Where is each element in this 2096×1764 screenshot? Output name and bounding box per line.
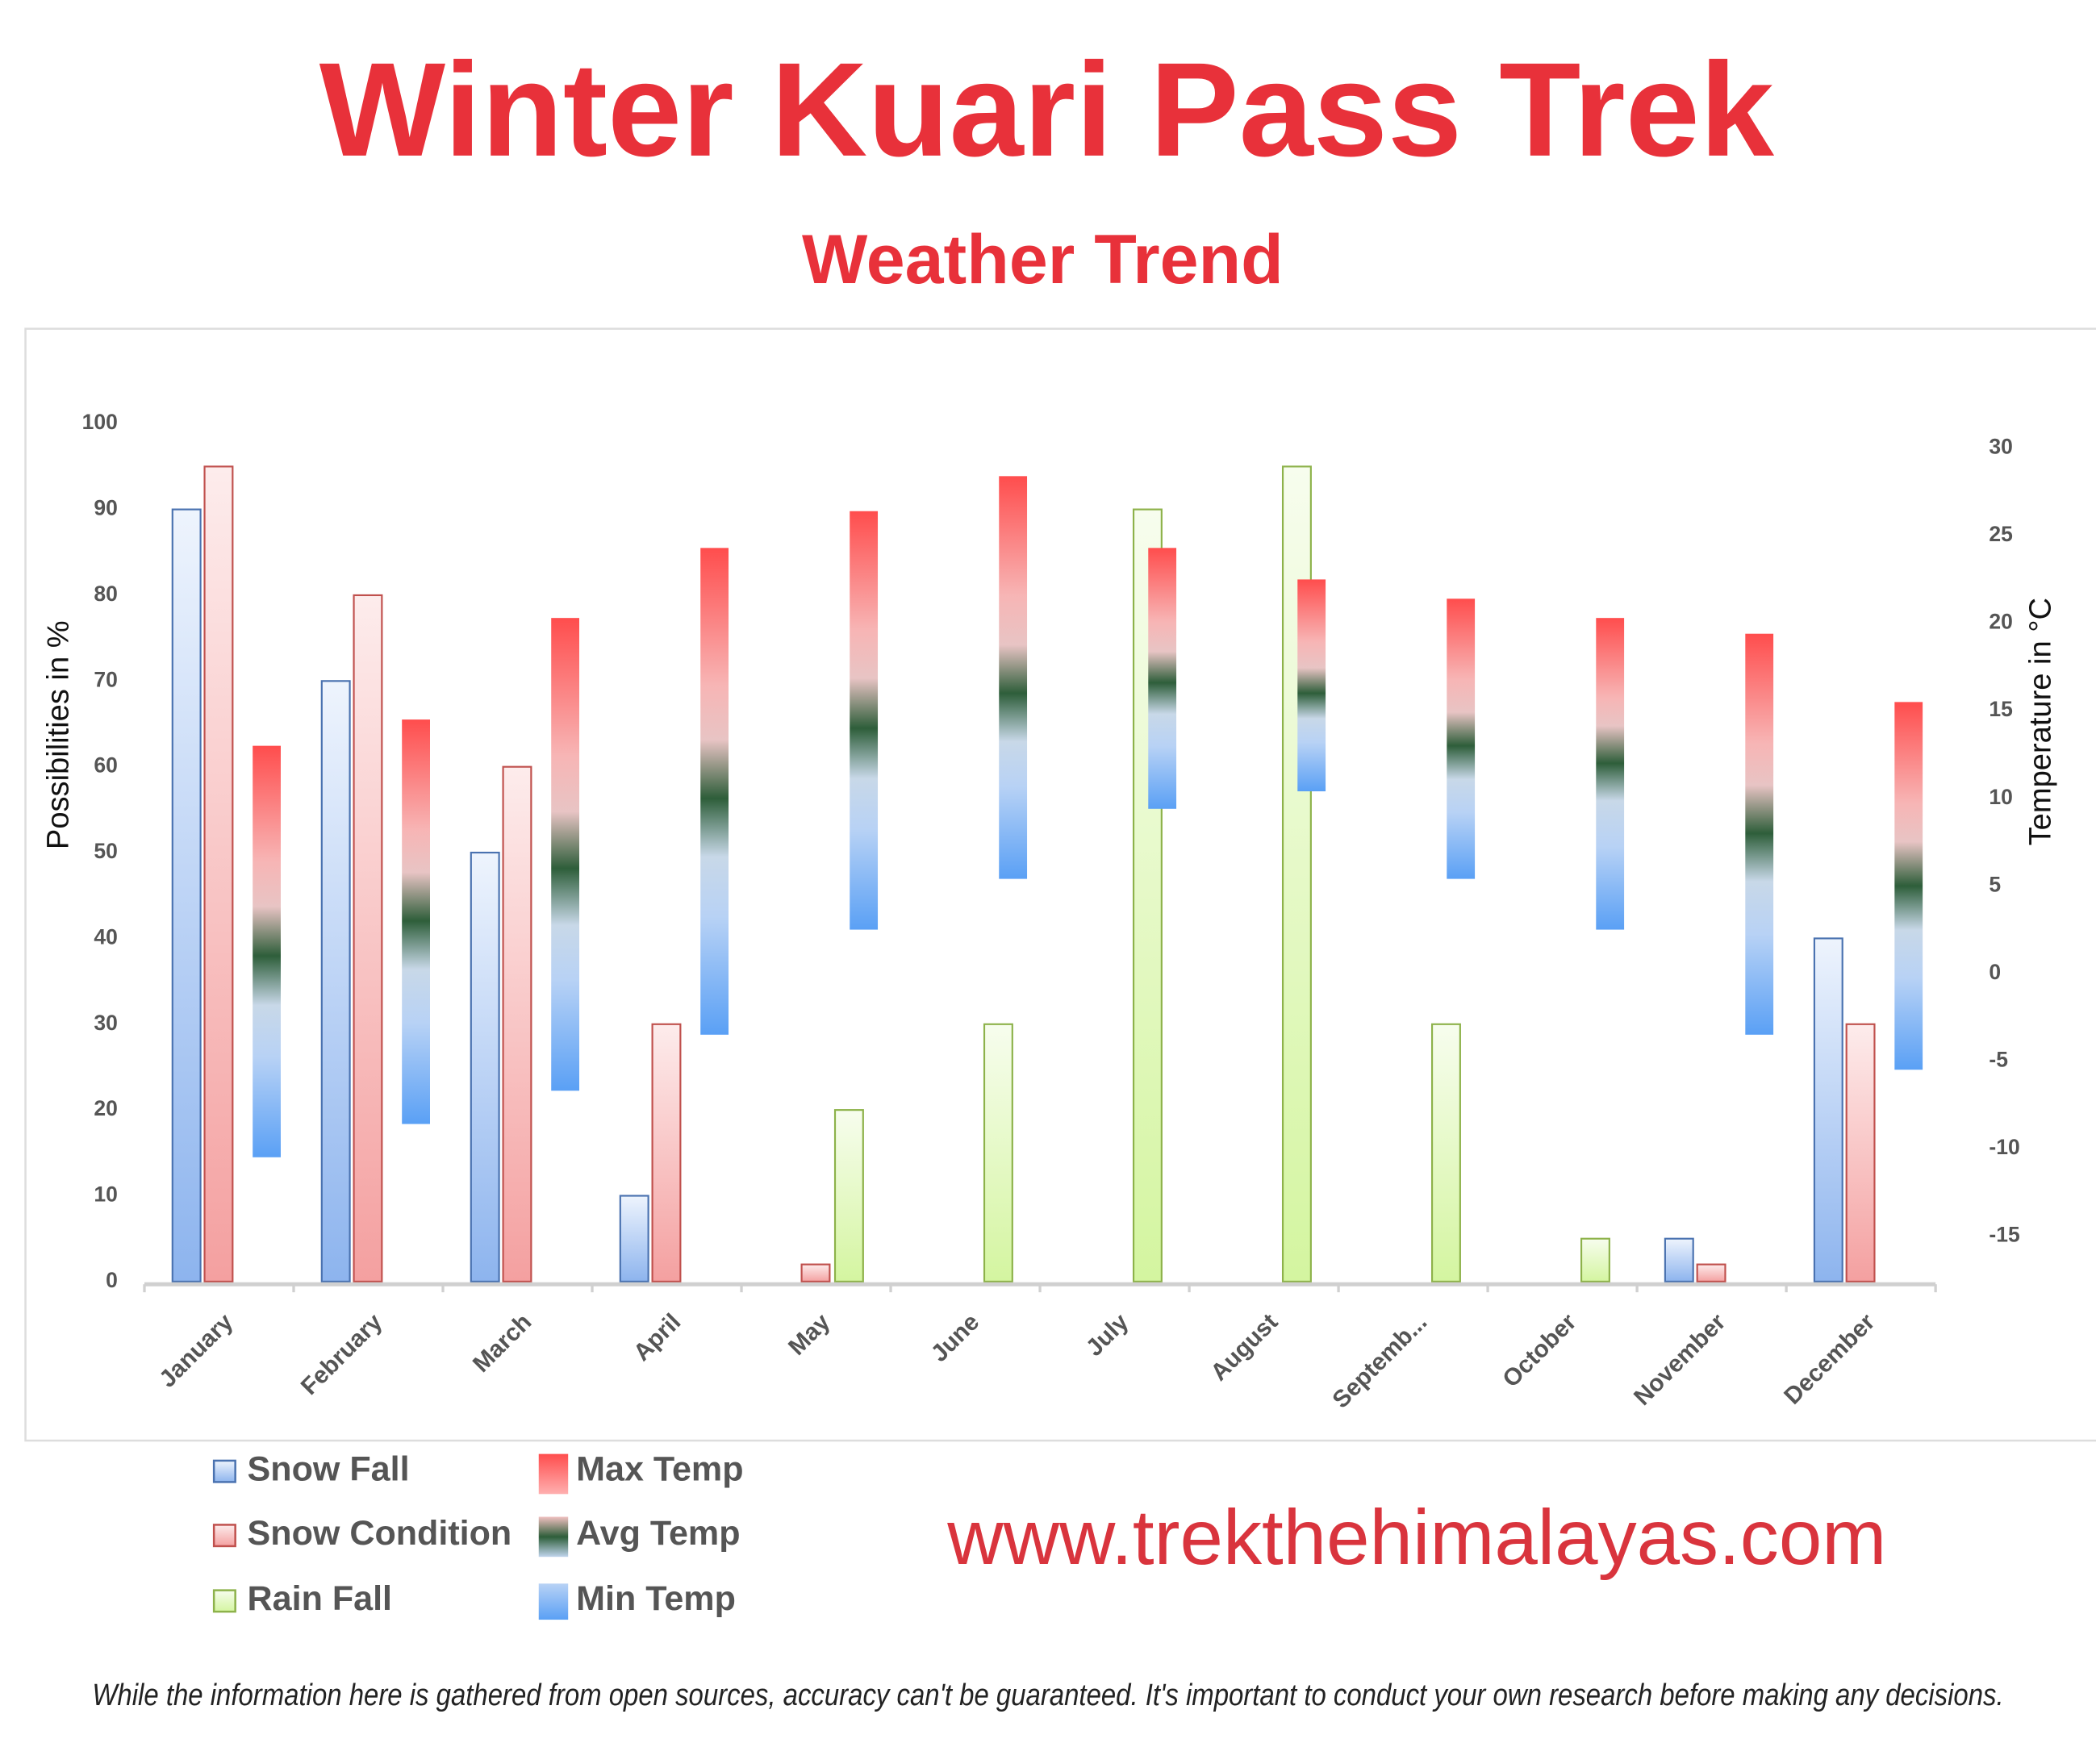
website: www.trekthehimalayas.com [946,1495,1886,1581]
y-tick-label: 0 [106,1268,118,1292]
x-tick-label: May [783,1308,836,1361]
y-tick-label: 100 [82,410,118,434]
legend-label: Snow Condition [248,1514,512,1553]
legend-swatch [538,1516,569,1558]
y-tick-label: 70 [94,667,117,691]
bar [651,1023,682,1282]
y-tick-label: 40 [94,924,117,949]
x-tick-label: October [1497,1308,1581,1392]
disclaimer: While the information here is gathered f… [92,1679,2003,1712]
legend-label: Min Temp [576,1579,736,1618]
temp-range-bar [999,476,1028,879]
temp-range-bar [551,618,580,1091]
x-tick-label: August [1205,1308,1283,1386]
legend-label: Rain Fall [248,1579,392,1618]
x-tick-label: December [1779,1308,1881,1410]
y-tick-label: 90 [94,496,117,520]
y2-tick-label: -15 [1989,1222,2019,1246]
temp-range-bar [1447,598,1476,879]
y2-tick-label: 30 [1989,435,2012,459]
y2-axis-label: Temperature in °C [2024,598,2058,845]
y-tick-label: 50 [94,839,117,863]
legend-swatch [538,1583,569,1620]
bar [1845,1023,1876,1282]
y2-tick-label: -5 [1989,1047,2008,1071]
temp-range-bar [253,745,281,1157]
temp-range-bar [1894,702,1923,1070]
bar [203,465,234,1282]
legend-label: Max Temp [576,1450,743,1489]
x-tick-label: November [1629,1308,1731,1411]
legend-label: Avg Temp [576,1514,740,1553]
x-tick-label: March [468,1308,537,1377]
plot-frame [24,327,2096,1442]
y2-tick-label: 5 [1989,872,2001,896]
legend-label: Snow Fall [248,1450,410,1489]
bar [619,1195,649,1282]
x-tick-label: February [296,1308,388,1400]
bar [1696,1263,1726,1282]
y-axis-label: Possibilities in % [42,620,76,849]
temp-range-bar [1596,618,1625,930]
bar [1664,1237,1694,1282]
x-tick-label: June [926,1308,985,1367]
y2-tick-label: 0 [1989,960,2001,984]
temp-range-bar [1745,633,1774,1035]
legend-swatch [538,1453,569,1495]
y2-tick-label: -10 [1989,1135,2019,1159]
y2-tick-label: 15 [1989,697,2012,721]
x-tick-label: April [628,1308,686,1366]
y-tick-label: 10 [94,1182,117,1207]
bar [1813,937,1843,1282]
temp-range-bar [1297,579,1326,792]
x-tick-label: July [1081,1308,1134,1362]
temp-range-bar [850,511,879,930]
bar [320,680,351,1282]
y-tick-label: 20 [94,1096,117,1120]
bar [353,594,383,1282]
legend-swatch [212,1589,236,1613]
y2-tick-label: 20 [1989,610,2012,634]
y2-tick-label: 25 [1989,522,2012,546]
bar [470,851,500,1282]
x-tick-label: Septemb... [1327,1308,1432,1413]
bar [1281,465,1312,1282]
bar [983,1023,1013,1282]
temp-range-bar [1148,548,1177,809]
bar [833,1109,864,1282]
chart-subtitle: Weather Trend [802,221,1284,298]
bar [502,765,532,1282]
temp-range-bar [700,548,729,1035]
y-tick-label: 30 [94,1011,117,1035]
y-tick-label: 60 [94,753,117,778]
legend-swatch [212,1524,236,1548]
bar [800,1263,831,1282]
legend-swatch [212,1459,236,1483]
x-tick-label: January [154,1308,238,1392]
y-tick-label: 80 [94,582,117,606]
bar [1580,1237,1610,1282]
bar [171,508,202,1282]
bar [1430,1023,1461,1282]
chart-title: Winter Kuari Pass Trek [319,35,1775,185]
temp-range-bar [402,719,430,1124]
y2-tick-label: 10 [1989,785,2012,809]
